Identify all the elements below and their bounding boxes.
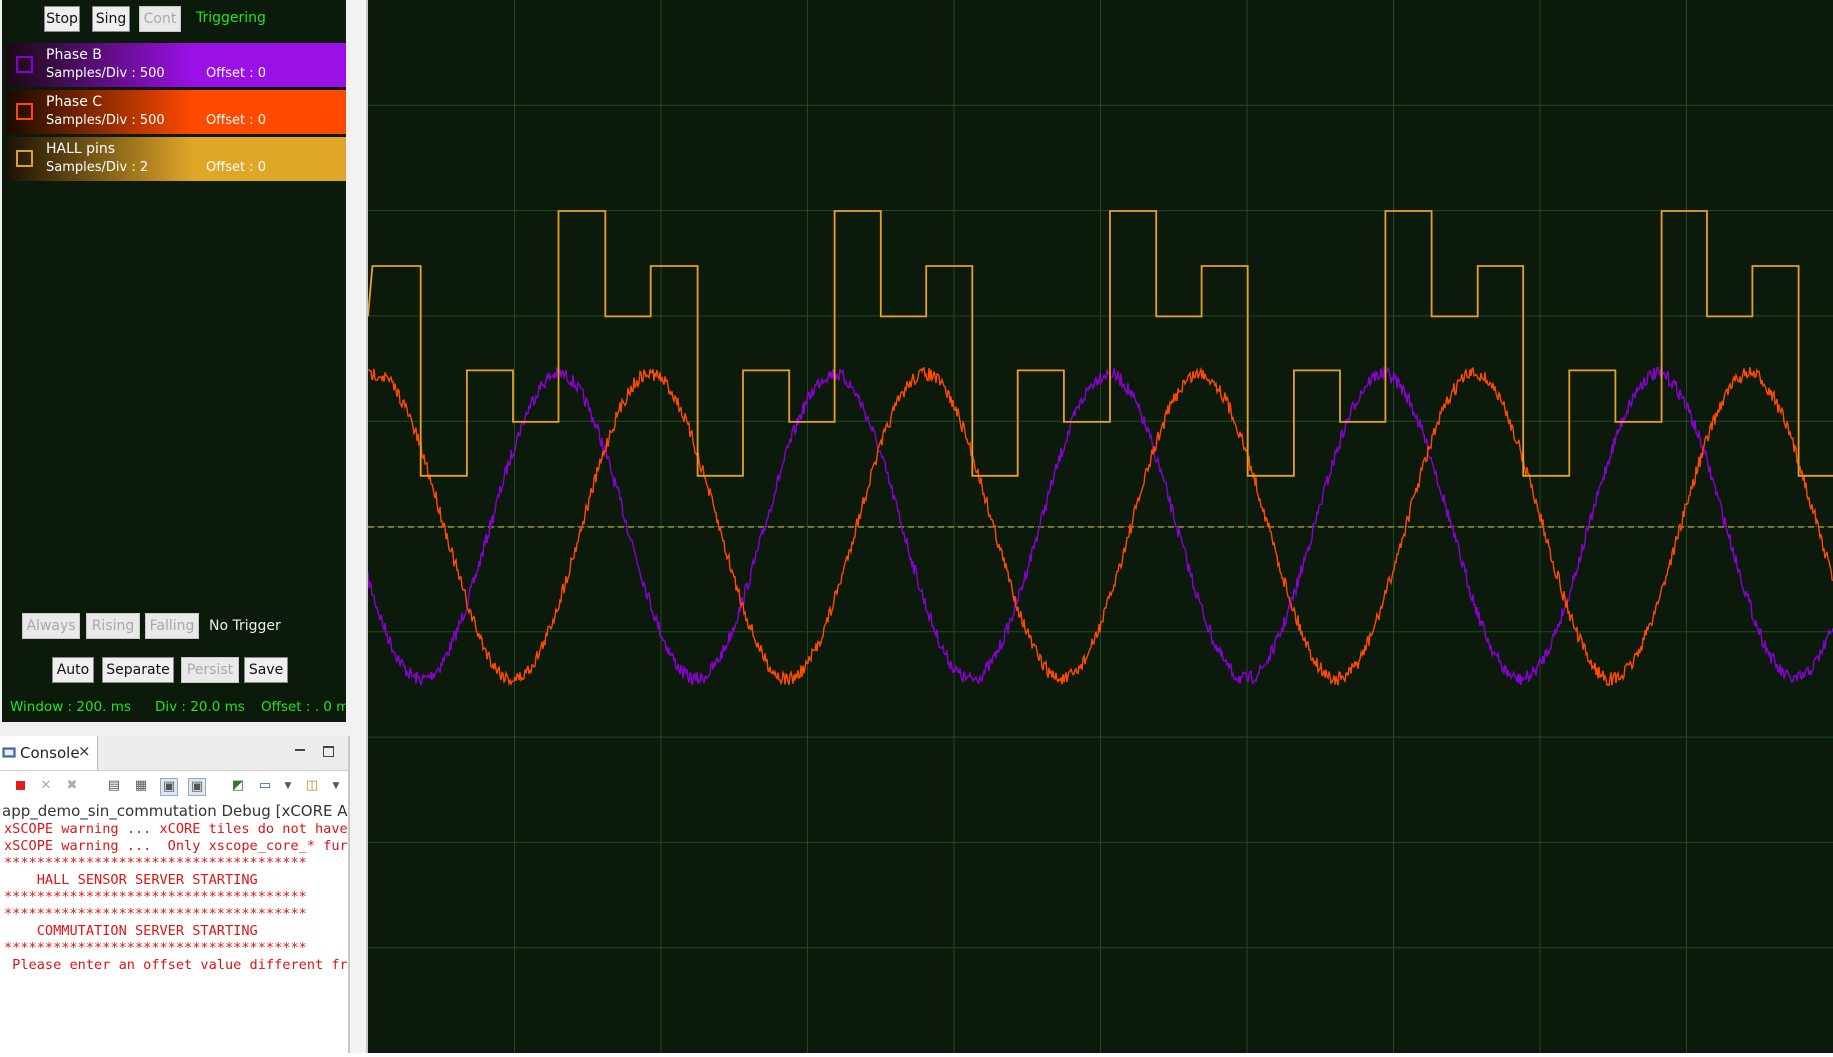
console-line: COMMUTATION SERVER STARTING [4, 923, 258, 939]
chevron-down-icon[interactable]: ▼ [284, 781, 292, 791]
scope-canvas [367, 0, 1833, 1053]
console-line: ************************************* [4, 940, 307, 956]
trigger-falling-button[interactable]: Falling [145, 613, 199, 639]
oscilloscope-plot[interactable] [367, 0, 1833, 1053]
console-view: Console × ✕ ✖ ▤ ▦ ▣ ▣ ◩ ▭ ▼ ◫ ▼ app_demo… [0, 736, 350, 1053]
channel-hall-pins[interactable]: HALL pins Samples/Div : 2 Offset : 0 [6, 137, 346, 181]
auto-button[interactable]: Auto [52, 657, 94, 683]
separate-button[interactable]: Separate [102, 657, 174, 683]
console-line: Please enter an offset value different f… [4, 957, 348, 973]
trigger-state-label: Triggering [196, 10, 266, 26]
trigger-mode-label: No Trigger [209, 618, 281, 634]
console-line: xSCOPE warning ... xCORE tiles do not ha… [4, 821, 348, 837]
trigger-always-button[interactable]: Always [22, 613, 80, 639]
minimize-icon[interactable] [295, 749, 305, 751]
channel-phase-b-offset: Offset : 0 [206, 66, 266, 81]
hall-pins-trace [367, 210, 1833, 477]
sash-divider [366, 0, 368, 1053]
console-output[interactable]: xSCOPE warning ... xCORE tiles do not ha… [4, 821, 348, 974]
chevron-down-icon[interactable]: ▼ [332, 781, 340, 791]
single-button[interactable]: Sing [92, 6, 130, 32]
scope-control-panel: Stop Sing Cont Triggering Phase B Sample… [2, 0, 346, 722]
channel-phase-b-checkbox[interactable] [16, 56, 33, 73]
stop-button[interactable]: Stop [44, 6, 80, 32]
left-panel: Stop Sing Cont Triggering Phase B Sample… [0, 0, 350, 1053]
scroll-lock-icon[interactable]: ▦ [134, 778, 148, 793]
channel-hall-pins-samples: Samples/Div : 2 [46, 160, 149, 175]
terminate-icon[interactable] [12, 778, 28, 794]
phase-b-trace [367, 366, 1833, 686]
console-line: ************************************* [4, 855, 307, 871]
pin-console-icon[interactable]: ◩ [231, 778, 245, 793]
sash[interactable] [350, 0, 368, 1053]
word-wrap-icon[interactable]: ▣ [160, 778, 178, 796]
trigger-rising-button[interactable]: Rising [86, 613, 140, 639]
channel-phase-c-offset: Offset : 0 [206, 113, 266, 128]
tab-console[interactable]: Console × [0, 736, 98, 770]
channel-phase-b-name: Phase B [46, 47, 102, 63]
show-on-output-icon[interactable]: ▣ [188, 778, 206, 796]
channel-phase-c-checkbox[interactable] [16, 103, 33, 120]
console-line: HALL SENSOR SERVER STARTING [4, 872, 258, 888]
window-readout: Window : 200. ms [10, 699, 131, 715]
console-launch-path: app_demo_sin_commutation Debug [xCORE Ap… [2, 802, 348, 820]
clear-console-icon[interactable]: ▤ [107, 778, 121, 793]
console-line: ************************************* [4, 906, 307, 922]
channel-phase-b-samples: Samples/Div : 500 [46, 66, 165, 81]
console-tab-bar: Console × [0, 736, 348, 771]
channel-hall-pins-name: HALL pins [46, 141, 116, 157]
channel-phase-c-name: Phase C [46, 94, 103, 110]
phase-c-trace [367, 366, 1833, 687]
new-console-icon[interactable]: ◫ [305, 778, 319, 793]
channel-hall-pins-offset: Offset : 0 [206, 160, 266, 175]
close-icon[interactable]: × [78, 742, 91, 760]
continuous-button[interactable]: Cont [139, 6, 181, 32]
remove-all-icon[interactable]: ✖ [66, 778, 78, 793]
console-line: xSCOPE warning ... Only xscope_core_* fu… [4, 838, 348, 854]
console-icon [2, 747, 16, 758]
console-line: ************************************* [4, 889, 307, 905]
channel-phase-b[interactable]: Phase B Samples/Div : 500 Offset : 0 [6, 43, 346, 87]
persist-button[interactable]: Persist [181, 657, 239, 683]
maximize-icon[interactable] [323, 746, 334, 757]
div-readout: Div : 20.0 ms [155, 699, 245, 715]
offset-readout: Offset : . 0 ms [261, 699, 346, 715]
channel-hall-pins-checkbox[interactable] [16, 150, 33, 167]
console-tab-label: Console [20, 744, 80, 762]
remove-launch-icon[interactable]: ✕ [40, 778, 52, 793]
channel-phase-c-samples: Samples/Div : 500 [46, 113, 165, 128]
console-toolbar: ✕ ✖ ▤ ▦ ▣ ▣ ◩ ▭ ▼ ◫ ▼ [0, 772, 348, 802]
display-console-icon[interactable]: ▭ [258, 778, 272, 793]
save-button[interactable]: Save [244, 657, 288, 683]
channel-phase-c[interactable]: Phase C Samples/Div : 500 Offset : 0 [6, 90, 346, 134]
